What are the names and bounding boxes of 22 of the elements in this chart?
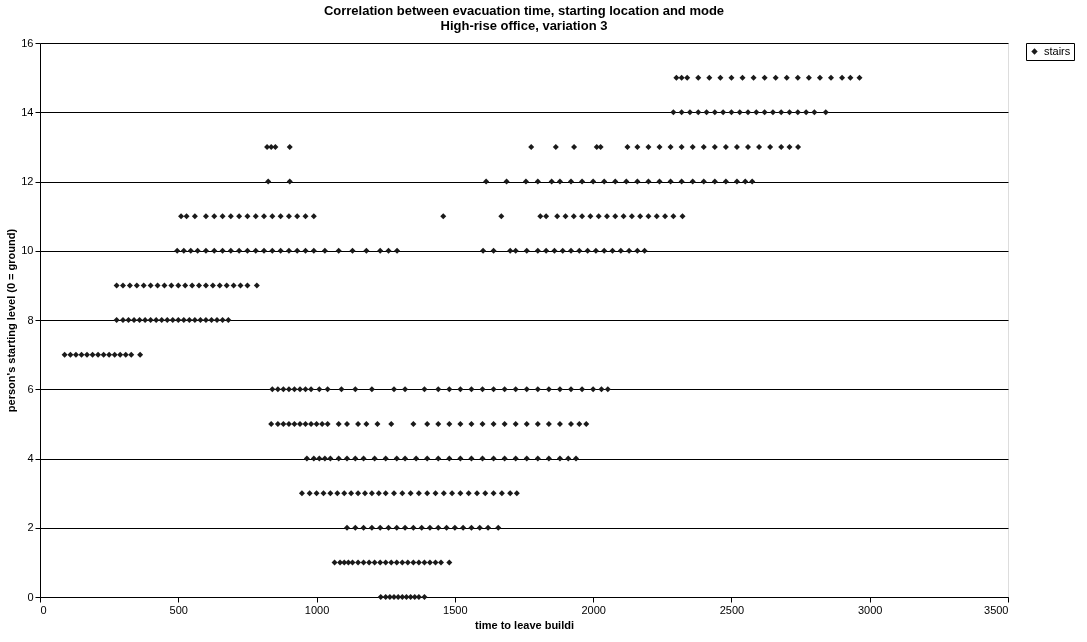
y-tick-label: 0	[27, 590, 34, 603]
y-tick-label: 4	[27, 452, 34, 464]
y-tick-label: 2	[27, 521, 34, 534]
y-axis-title: person's starting level (0 = ground)	[5, 228, 18, 413]
chart-title: Correlation between evacuation time, starting location and mode	[323, 3, 725, 18]
y-tick-label: 12	[21, 175, 34, 187]
x-axis-title: time to leave buildi	[474, 618, 575, 631]
y-tick-label: 8	[27, 313, 34, 326]
x-tick-label: 0	[40, 603, 47, 616]
x-tick-label: 500	[169, 603, 188, 616]
x-tick-label: 1500	[443, 603, 468, 616]
y-tick-label: 14	[21, 105, 34, 118]
x-tick-label: 3000	[857, 603, 883, 616]
x-tick-label: 1000	[304, 603, 330, 616]
legend-label: stairs	[1044, 44, 1071, 57]
y-tick-label: 10	[21, 244, 34, 257]
y-tick-label: 6	[27, 382, 34, 395]
x-tick-label: 2500	[719, 603, 745, 616]
y-tick-label: 16	[21, 36, 34, 49]
chart-subtitle: High-rise office, variation 3	[440, 18, 608, 33]
x-tick-label: 2000	[581, 603, 606, 616]
x-tick-label: 3500	[984, 603, 1009, 616]
